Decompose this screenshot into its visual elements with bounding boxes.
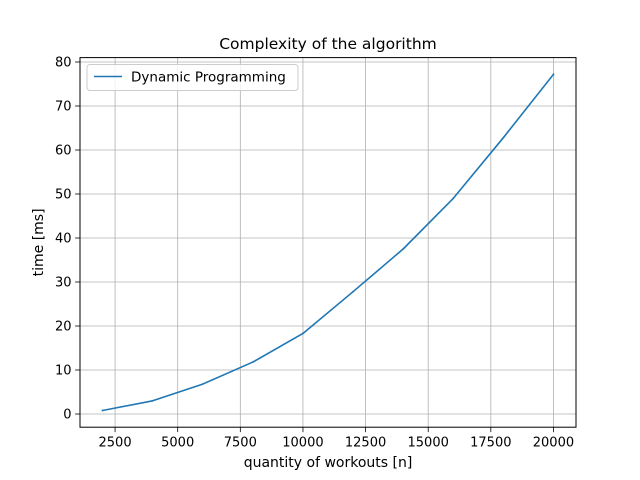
y-tick-label: 10: [55, 364, 72, 379]
series-line: [101, 73, 555, 412]
y-tick-label: 80: [55, 56, 72, 71]
y-axis-label: time [ms]: [31, 208, 47, 276]
data-point: [452, 197, 455, 200]
y-tick-label: 40: [55, 232, 72, 247]
y-gridlines: [80, 61, 576, 415]
y-tick-label: 70: [55, 100, 72, 115]
x-tick-label: 10000: [282, 436, 323, 451]
legend-label: Dynamic Programming: [131, 70, 286, 86]
data-point: [352, 290, 354, 293]
series-layer: [101, 73, 555, 412]
data-point: [151, 399, 154, 402]
x-axis-ticks: 2500 5000 7500 10000 12500 15000 17500 20000: [99, 427, 574, 451]
data-point: [251, 361, 254, 363]
x-tick-label: 2500: [99, 436, 132, 451]
data-point: [101, 409, 104, 412]
x-tick-label: 17500: [470, 436, 511, 451]
plot-background: [80, 57, 576, 428]
y-tick-label: 60: [55, 144, 72, 159]
x-tick-label: 12500: [345, 436, 386, 451]
y-tick-label: 20: [55, 320, 72, 335]
chart-title: Complexity of the algorithm: [219, 35, 437, 53]
y-tick-label: 30: [55, 276, 72, 291]
legend-box: [86, 64, 299, 91]
data-point: [201, 383, 204, 385]
y-tick-label: 0: [63, 408, 71, 423]
y-axis-ticks: 0 10 20 30 40 50 60 70 80: [55, 56, 80, 423]
x-gridlines: [114, 57, 554, 428]
x-tick-label: 5000: [161, 436, 194, 451]
plot-frame: [79, 57, 577, 428]
y-tick-label: 50: [55, 188, 72, 203]
x-axis-label: quantity of workouts [n]: [244, 455, 413, 471]
data-point: [502, 136, 505, 139]
data-point: [552, 73, 555, 76]
legend: Dynamic Programming: [86, 64, 299, 91]
x-tick-label: 7500: [224, 436, 257, 451]
data-point: [302, 332, 304, 335]
x-tick-label: 20000: [533, 436, 574, 451]
x-tick-label: 15000: [408, 436, 449, 451]
plot-area: 2500 5000 7500 10000 12500 15000 17500 20000 0 1…: [55, 56, 577, 451]
data-point: [402, 248, 405, 250]
